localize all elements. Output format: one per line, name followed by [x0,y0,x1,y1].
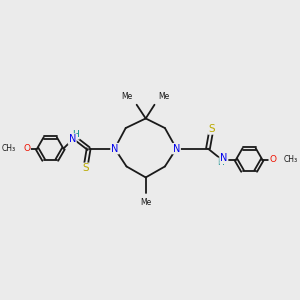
Text: S: S [208,124,215,134]
Text: Me: Me [121,92,133,100]
Text: CH₃: CH₃ [284,155,298,164]
Text: Me: Me [140,198,151,207]
Text: N: N [220,153,228,163]
Text: N: N [173,144,180,154]
Text: CH₃: CH₃ [2,144,16,153]
Text: H: H [72,130,79,139]
Text: H: H [217,158,224,167]
Text: S: S [82,164,89,173]
Text: N: N [68,134,76,144]
Text: O: O [23,144,30,153]
Text: Me: Me [159,92,170,100]
Text: N: N [111,144,118,154]
Text: O: O [269,155,276,164]
